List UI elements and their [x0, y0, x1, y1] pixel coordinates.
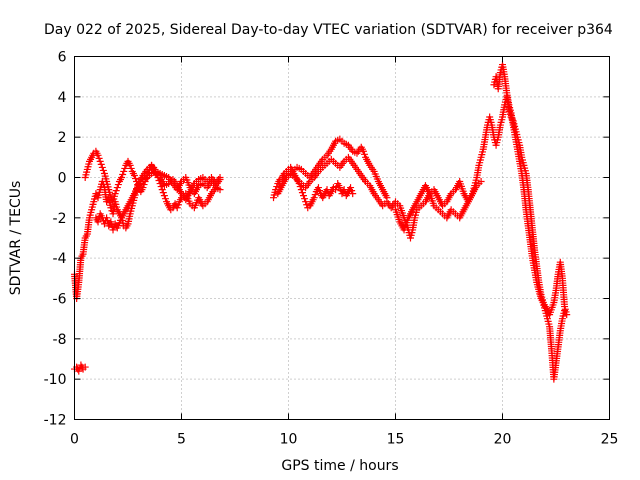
x-tick-label: 20	[494, 432, 512, 448]
data-point	[310, 194, 318, 202]
data-point	[94, 151, 102, 159]
data-point	[314, 184, 322, 192]
x-tick-label: 15	[387, 432, 405, 448]
data-point	[121, 164, 129, 172]
data-point	[107, 204, 115, 212]
data-point	[131, 175, 139, 183]
data-point	[296, 183, 304, 191]
data-point	[140, 181, 148, 189]
x-tick-label: 0	[70, 432, 79, 448]
data-point	[563, 311, 571, 319]
series-7	[276, 153, 485, 242]
data-point	[99, 166, 107, 174]
data-point	[299, 192, 307, 200]
data-point	[98, 163, 106, 171]
y-tick-label: 4	[58, 90, 67, 106]
data-point	[118, 174, 126, 181]
data-point	[360, 150, 368, 158]
series-9	[490, 61, 571, 319]
data-point	[302, 198, 310, 206]
y-tick-label: -12	[44, 413, 67, 429]
data-point	[359, 147, 367, 155]
series-2	[71, 361, 89, 375]
data-point	[348, 187, 356, 195]
data-point	[301, 195, 309, 203]
data-point	[114, 181, 122, 189]
data-point	[113, 184, 121, 192]
data-point	[95, 154, 103, 162]
data-point	[273, 183, 281, 191]
y-tick-label: -10	[44, 372, 67, 388]
chart-title: Day 022 of 2025, Sidereal Day-to-day VTE…	[44, 22, 613, 38]
data-point	[109, 226, 117, 234]
data-point	[332, 186, 340, 194]
y-tick-label: -4	[53, 251, 67, 267]
data-point	[297, 186, 305, 194]
y-axis-title: SDTVAR / TECUs	[8, 181, 24, 296]
y-tick-label: -8	[53, 332, 67, 348]
data-point	[158, 186, 166, 194]
data-point	[112, 187, 120, 195]
data-point	[130, 171, 138, 179]
data-point	[127, 164, 135, 172]
x-axis-title: GPS time / hours	[281, 458, 398, 474]
data-point	[349, 190, 357, 198]
data-point	[336, 184, 344, 192]
data-point	[173, 204, 181, 212]
x-tick-label: 10	[280, 432, 298, 448]
x-tick-label: 25	[601, 432, 619, 448]
data-point	[303, 201, 311, 209]
axis-ticks: 0 5 10 15 20 25 -12 -10 -8 -6 -4 -2 0 2 4 6	[44, 50, 619, 448]
data-point	[97, 160, 105, 168]
series-3	[81, 147, 224, 214]
data-point	[161, 195, 169, 203]
data-point	[111, 190, 119, 198]
y-tick-label: 0	[58, 171, 67, 187]
data-point	[477, 178, 485, 186]
series-4	[92, 161, 224, 234]
data-point	[139, 184, 147, 192]
data-point	[159, 189, 167, 197]
data-point	[216, 174, 224, 181]
data-point	[347, 184, 355, 192]
data-point	[216, 186, 224, 194]
y-tick-label: 6	[58, 50, 67, 66]
data-point	[316, 187, 324, 195]
data-point	[96, 157, 104, 165]
data-point	[311, 191, 319, 199]
data-point	[81, 363, 89, 371]
y-tick-label: -6	[53, 292, 67, 308]
series-1	[71, 167, 224, 302]
data-point	[75, 367, 83, 375]
data-point	[119, 170, 127, 178]
data-series	[71, 61, 571, 383]
y-tick-label: 2	[58, 130, 67, 146]
data-point	[174, 201, 182, 209]
data-point	[298, 189, 306, 197]
data-point	[120, 167, 128, 175]
y-tick-label: -2	[53, 211, 67, 227]
data-point	[160, 192, 168, 200]
plot-frame	[74, 56, 610, 420]
data-point	[142, 175, 150, 183]
data-point	[126, 161, 134, 169]
x-tick-label: 5	[177, 432, 186, 448]
series-8	[392, 93, 569, 383]
